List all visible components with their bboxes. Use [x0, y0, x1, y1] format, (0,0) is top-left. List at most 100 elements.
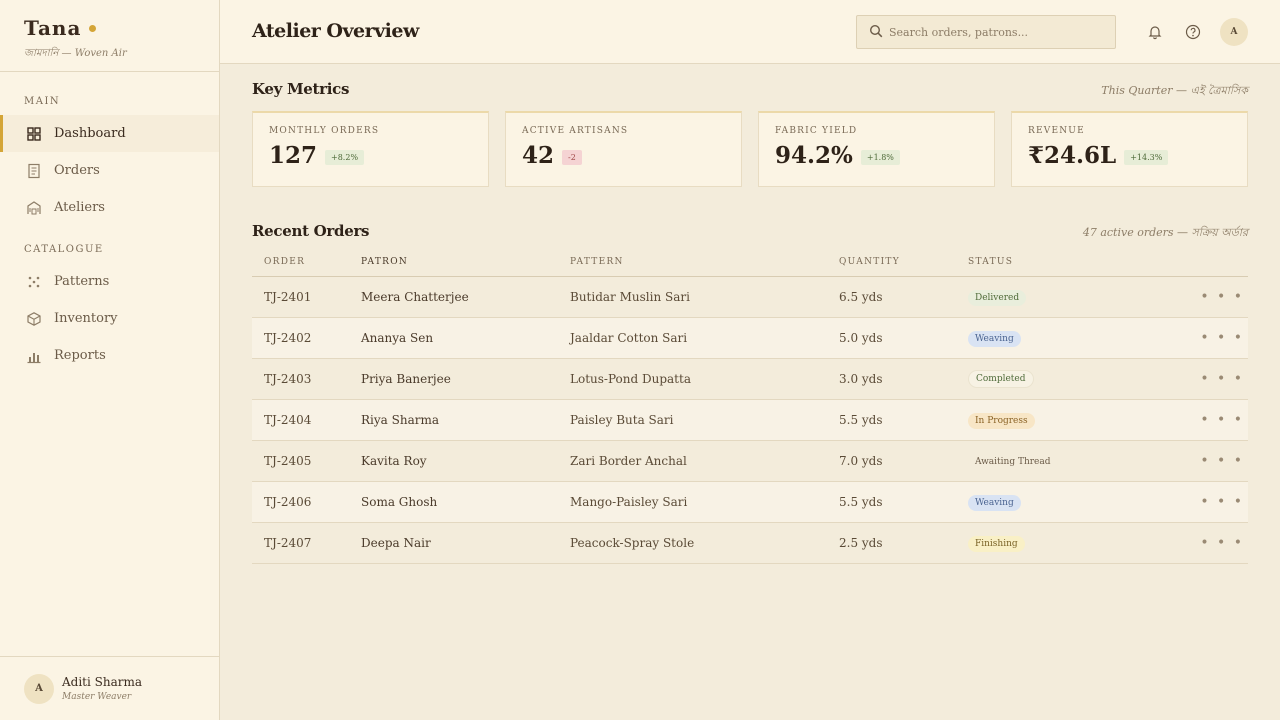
help-icon[interactable] [1183, 22, 1203, 42]
order-id: TJ-2403 [264, 372, 312, 386]
metric-card-monthly-orders[interactable]: MONTHLY ORDERS 127 +8.2% [252, 111, 489, 187]
status-badge: Weaving [968, 330, 1021, 347]
table-header: ORDER PATRON PATTERN QUANTITY STATUS [252, 247, 1248, 277]
notification-bell-icon[interactable] [1145, 22, 1165, 42]
row-menu-icon[interactable]: • • • [1200, 453, 1244, 469]
metric-delta-badge: +8.2% [325, 150, 365, 165]
table-row[interactable]: TJ-2402 Ananya Sen Jaaldar Cotton Sari 5.0 … [252, 318, 1248, 359]
column-header-status[interactable]: STATUS [968, 256, 1014, 267]
document-icon [26, 163, 42, 179]
column-header-quantity[interactable]: QUANTITY [839, 256, 900, 267]
metric-label: FABRIC YIELD [775, 126, 858, 136]
brand-subtitle: জামদানি — Woven Air [24, 48, 127, 59]
order-id: TJ-2401 [264, 290, 312, 304]
search-input[interactable] [889, 25, 1099, 39]
table-row[interactable]: TJ-2404 Riya Sharma Paisley Buta Sari 5.5 y… [252, 400, 1248, 441]
metric-delta-badge: +1.8% [860, 150, 900, 165]
patron-name: Kavita Roy [361, 454, 427, 468]
orders-title: Recent Orders [252, 222, 370, 240]
nav-section-main: MAIN [24, 96, 61, 107]
avatar: A [24, 673, 54, 704]
sidebar-item-orders[interactable]: Orders [0, 152, 219, 189]
status-badge: Delivered [968, 289, 1027, 306]
metric-delta-badge: -2 [562, 150, 582, 165]
status-badge: Weaving [968, 494, 1021, 511]
status-badge: Finishing [968, 535, 1025, 552]
user-profile[interactable]: A Aditi Sharma Master Weaver [0, 656, 219, 720]
pattern-name: Zari Border Anchal [570, 454, 687, 468]
sidebar-item-ateliers[interactable]: Ateliers [0, 189, 219, 226]
metric-value: 127 [269, 142, 318, 169]
metric-delta-badge: +14.3% [1124, 150, 1169, 165]
row-menu-icon[interactable]: • • • [1200, 289, 1244, 305]
brand-dot-icon [89, 24, 97, 32]
sidebar: Tana জামদানি — Woven Air MAIN Dashboard … [0, 0, 220, 720]
order-id: TJ-2407 [264, 536, 312, 550]
order-id: TJ-2406 [264, 495, 312, 509]
row-menu-icon[interactable]: • • • [1200, 330, 1244, 346]
status-badge: In Progress [968, 412, 1035, 429]
sidebar-item-patterns[interactable]: Patterns [0, 263, 219, 300]
nav-section-catalogue: CATALOGUE [24, 244, 104, 255]
metric-card-fabric-yield[interactable]: FABRIC YIELD 94.2% +1.8% [758, 111, 995, 187]
orders-count-note: 47 active orders — সক্রিয় অর্ডার [1082, 226, 1248, 239]
top-header: Atelier Overview A [220, 0, 1280, 64]
row-menu-icon[interactable]: • • • [1200, 371, 1244, 387]
patron-name: Riya Sharma [361, 413, 439, 427]
header-avatar[interactable]: A [1220, 18, 1248, 46]
patron-name: Meera Chatterjee [361, 290, 469, 304]
row-menu-icon[interactable]: • • • [1200, 535, 1244, 551]
brand-logo[interactable]: Tana [24, 16, 195, 40]
pattern-name: Peacock-Spray Stole [570, 536, 695, 550]
metric-value: 42 [522, 142, 555, 169]
search-icon [869, 23, 883, 42]
table-row[interactable]: TJ-2403 Priya Banerjee Lotus-Pond Dupatta 3… [252, 359, 1248, 400]
metric-label: REVENUE [1028, 126, 1085, 136]
row-menu-icon[interactable]: • • • [1200, 412, 1244, 428]
metrics-title: Key Metrics [252, 80, 350, 98]
user-role: Master Weaver [62, 692, 132, 702]
dots-pattern-icon [26, 274, 42, 290]
table-row[interactable]: TJ-2401 Meera Chatterjee Butidar Muslin Sa… [252, 277, 1248, 318]
sidebar-item-dashboard[interactable]: Dashboard [0, 115, 219, 152]
metric-card-active-artisans[interactable]: ACTIVE ARTISANS 42 -2 [505, 111, 742, 187]
quantity: 5.5 yds [839, 495, 883, 509]
box-icon [26, 311, 42, 327]
patron-name: Ananya Sen [361, 331, 434, 345]
sidebar-item-label: Inventory [54, 311, 118, 326]
search-box[interactable] [856, 15, 1116, 49]
pattern-name: Lotus-Pond Dupatta [570, 372, 691, 386]
metric-label: MONTHLY ORDERS [269, 126, 380, 136]
table-row[interactable]: TJ-2406 Soma Ghosh Mango-Paisley Sari 5.5 y… [252, 482, 1248, 523]
page-title: Atelier Overview [252, 20, 419, 42]
sidebar-item-label: Patterns [54, 274, 110, 289]
metrics-period-note: This Quarter — এই ত্রৈমাসিক [1101, 84, 1248, 97]
order-id: TJ-2405 [264, 454, 312, 468]
metric-card-revenue[interactable]: REVENUE ₹24.6L +14.3% [1011, 111, 1248, 187]
sidebar-item-label: Dashboard [54, 126, 126, 141]
metric-label: ACTIVE ARTISANS [522, 126, 629, 136]
pattern-name: Butidar Muslin Sari [570, 290, 690, 304]
row-menu-icon[interactable]: • • • [1200, 494, 1244, 510]
quantity: 2.5 yds [839, 536, 883, 550]
column-header-pattern[interactable]: PATTERN [570, 256, 624, 267]
table-row[interactable]: TJ-2407 Deepa Nair Peacock-Spray Stole 2.5 … [252, 523, 1248, 564]
pattern-name: Mango-Paisley Sari [570, 495, 688, 509]
quantity: 3.0 yds [839, 372, 883, 386]
column-header-order[interactable]: ORDER [264, 256, 306, 267]
patron-name: Soma Ghosh [361, 495, 438, 509]
sidebar-item-reports[interactable]: Reports [0, 337, 219, 374]
quantity: 5.0 yds [839, 331, 883, 345]
column-header-patron[interactable]: PATRON [361, 256, 409, 267]
quantity: 7.0 yds [839, 454, 883, 468]
pattern-name: Jaaldar Cotton Sari [570, 331, 688, 345]
table-row[interactable]: TJ-2405 Kavita Roy Zari Border Anchal 7.0 y… [252, 441, 1248, 482]
metric-value: ₹24.6L [1028, 142, 1117, 169]
status-badge: Awaiting Thread [968, 453, 1058, 470]
user-name: Aditi Sharma [62, 675, 143, 689]
sidebar-item-inventory[interactable]: Inventory [0, 300, 219, 337]
status-badge: Completed [968, 370, 1034, 388]
quantity: 5.5 yds [839, 413, 883, 427]
orders-table: ORDER PATRON PATTERN QUANTITY STATUS TJ-… [252, 247, 1248, 564]
pattern-name: Paisley Buta Sari [570, 413, 674, 427]
